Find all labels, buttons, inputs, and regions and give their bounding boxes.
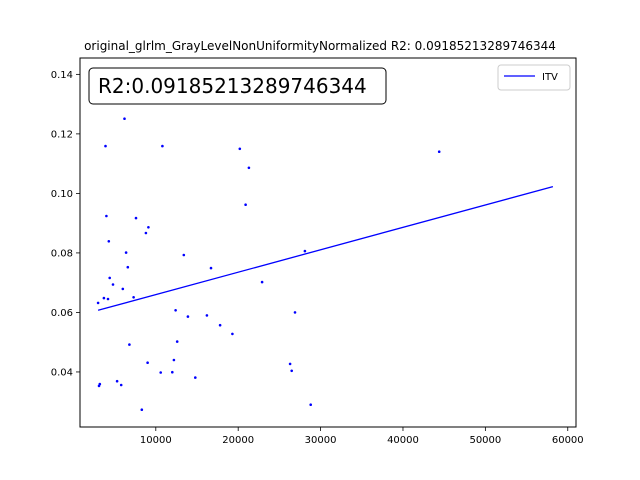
scatter-point [175, 340, 179, 343]
x-tick-label: 40000 [387, 435, 419, 446]
scatter-point [171, 370, 174, 374]
y-tick-label: 0.12 [51, 129, 73, 140]
scatter-point [115, 379, 119, 383]
scatter-point [108, 276, 111, 280]
scatter-point [124, 251, 128, 254]
scatter-point [132, 296, 135, 299]
annotation-text: R2:0.09185213289746344 [98, 74, 367, 98]
x-tick-label: 50000 [469, 435, 501, 446]
scatter-point [97, 384, 101, 388]
scatter-point [123, 117, 126, 120]
legend: ITV [497, 64, 571, 91]
scatter-point [231, 332, 234, 336]
scatter-point [102, 296, 106, 300]
scatter-point [107, 240, 111, 243]
y-tick-label: 0.08 [51, 248, 73, 259]
scatter-point [172, 358, 176, 362]
plot-marks [96, 117, 554, 412]
regression-line [97, 185, 554, 311]
scatter-point [205, 314, 209, 317]
scatter-point [288, 362, 292, 366]
scatter-point [119, 383, 123, 387]
scatter-point [134, 216, 138, 220]
scatter-point [174, 309, 177, 312]
scatter-point [303, 249, 307, 253]
scatter-point [104, 144, 107, 148]
scatter-point [290, 369, 294, 373]
scatter-point [126, 265, 130, 269]
scatter-point [309, 403, 313, 407]
scatter-point [260, 280, 264, 284]
scatter-point [111, 283, 115, 286]
scatter-point [106, 297, 110, 301]
x-tick-label: 30000 [305, 435, 337, 446]
y-tick-label: 0.04 [51, 367, 73, 378]
scatter-point [209, 266, 213, 270]
scatter-point [244, 203, 247, 206]
scatter-point [194, 376, 197, 379]
y-axis: 0.04 0.06 0.08 0.10 0.12 0.14 [51, 70, 80, 378]
r2-annotation-box: R2:0.09185213289746344 [88, 67, 387, 105]
scatter-point [161, 144, 164, 148]
scatter-point [144, 231, 148, 235]
scatter-point [105, 214, 108, 218]
legend-frame [497, 64, 571, 91]
scatter-point [437, 150, 441, 153]
scatter-point [293, 311, 297, 314]
scatter-point [159, 371, 162, 374]
annotation-frame [88, 67, 387, 105]
scatter-point [186, 315, 190, 318]
x-tick-label: 10000 [140, 435, 172, 446]
scatter-point [218, 323, 222, 327]
axes-frame [79, 57, 577, 428]
scatter-point [146, 361, 149, 365]
y-tick-label: 0.14 [51, 70, 73, 81]
scatter-point [238, 147, 242, 151]
chart-title: original_glrlm_GrayLevelNonUniformityNor… [84, 39, 556, 53]
scatter-point [182, 253, 186, 257]
x-axis: 10000 20000 30000 40000 50000 60000 [140, 427, 584, 446]
scatter-point [121, 287, 125, 291]
legend-label: ITV [542, 72, 558, 83]
scatter-point [147, 226, 150, 229]
y-tick-label: 0.10 [51, 189, 73, 200]
scatter-point [96, 301, 100, 305]
x-tick-label: 60000 [552, 435, 584, 446]
scatter-point [247, 166, 251, 170]
scatter-point [128, 343, 131, 346]
x-tick-label: 20000 [222, 435, 254, 446]
y-tick-label: 0.06 [51, 308, 73, 319]
scatter-point [140, 408, 144, 412]
